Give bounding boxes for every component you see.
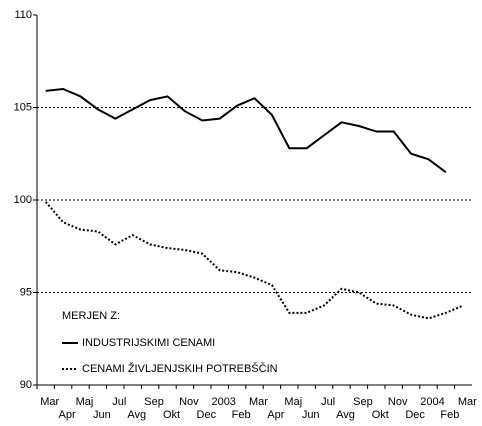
y-tick-label: 90 <box>20 379 32 391</box>
legend-label: CENAMI ŽIVLJENJSKIH POTREBŠČIN <box>82 362 278 375</box>
x-tick-label: Jul <box>112 396 126 408</box>
y-tick-label: 110 <box>14 9 32 21</box>
x-tick-label: Nov <box>388 396 408 408</box>
legend-title: MERJEN Z: <box>62 310 120 322</box>
x-tick-label: Maj <box>76 396 94 408</box>
x-tick-label: Dec <box>197 409 217 421</box>
x-tick-label: Jun <box>93 409 111 421</box>
x-tick-label: Okt <box>372 409 389 421</box>
x-tick-label: 2003 <box>211 396 235 408</box>
x-tick-label: Okt <box>163 409 180 421</box>
y-tick-label: 105 <box>14 101 32 113</box>
x-tick-label: Mar <box>40 396 59 408</box>
x-tick-label: Mar <box>458 396 477 408</box>
y-tick-label: 95 <box>20 286 32 298</box>
x-tick-label: Maj <box>284 396 302 408</box>
line-series <box>44 201 464 320</box>
x-tick-label: Apr <box>267 409 284 421</box>
x-tick-label: Avg <box>127 409 146 421</box>
x-tick-label: Feb <box>232 409 251 421</box>
x-tick-label: Jul <box>321 396 335 408</box>
x-tick-label: Dec <box>405 409 425 421</box>
y-tick-label: 100 <box>14 194 32 206</box>
x-tick-label: Sep <box>144 396 164 408</box>
x-tick-label: Nov <box>179 396 199 408</box>
x-tick-label: Sep <box>353 396 373 408</box>
legend-label: INDUSTRIJSKIMI CENAMI <box>82 337 215 349</box>
x-tick-label: Avg <box>336 409 355 421</box>
line-series <box>45 87 447 174</box>
x-tick-label: Apr <box>59 409 76 421</box>
x-tick-label: Feb <box>440 409 459 421</box>
x-tick-label: Mar <box>249 396 268 408</box>
x-tick-label: 2004 <box>420 396 444 408</box>
x-tick-label: Jun <box>302 409 320 421</box>
